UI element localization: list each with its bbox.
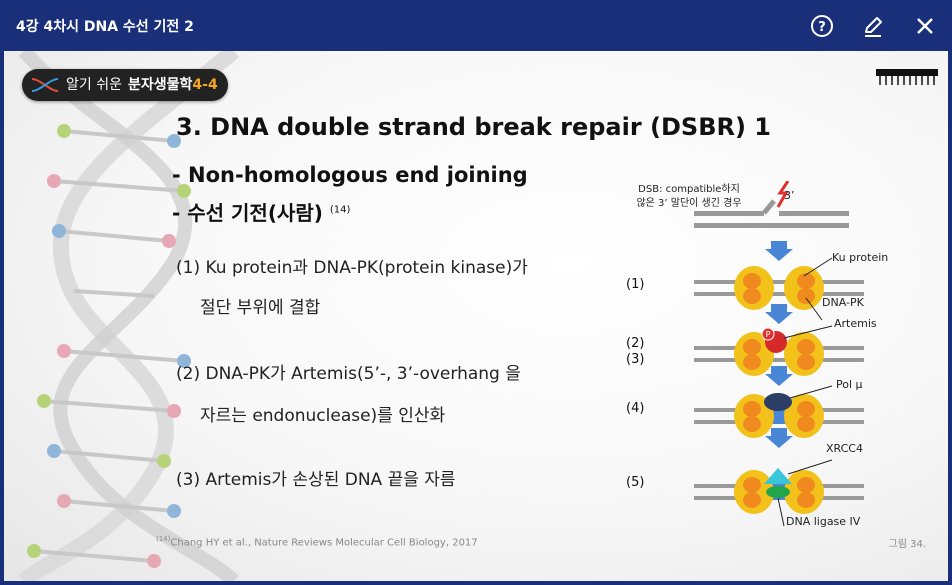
dnapk-label: DNA-PK — [822, 296, 864, 309]
dsb-caption-line-2: 않은 3’ 말단이 생긴 경우 — [636, 198, 742, 209]
citation-text: Chang HY et al., Nature Reviews Molecula… — [170, 537, 478, 549]
badge-text-3: 4-4 — [192, 77, 218, 93]
subheading-2-ref: (14) — [329, 204, 351, 216]
badge-text-1: 알기 쉬운 — [66, 77, 122, 93]
step-2-label: (2) — [626, 336, 645, 351]
nhej-diagram: P — [694, 241, 864, 527]
three-prime-label: 3’ — [784, 189, 795, 202]
item-2-line-1: (2) DNA-PK가 Artemis(5’-, 3’-overhang 을 — [176, 364, 521, 384]
step5-complex — [694, 459, 864, 527]
ku-protein-label: Ku protein — [832, 251, 889, 264]
dsb-caption: DSB: compatible하지 않은 3’ 말단이 생긴 경우 — [614, 183, 764, 211]
publisher-logo-icon — [876, 69, 938, 85]
help-circle-icon[interactable]: ? — [809, 13, 835, 39]
step2-complex: P — [694, 325, 864, 376]
step-1-label: (1) — [626, 277, 645, 292]
slide-heading: 3. DNA double strand break repair (DSBR)… — [176, 113, 771, 141]
window-title: 4강 4차시 DNA 수선 기전 2 — [16, 19, 194, 35]
figure-label: 그림 34. — [888, 539, 926, 550]
dna-logo-icon — [31, 78, 59, 92]
lecture-slide: 알기 쉬운 분자생물학4-4 3. DNA double strand break… — [4, 51, 948, 581]
slide-subheading-2: - 수선 기전(사람) (14) — [172, 197, 350, 226]
step-5-label: (5) — [626, 475, 645, 490]
dsb-caption-line-1: DSB: compatible하지 — [638, 184, 740, 195]
badge-text-2: 분자생물학 — [127, 77, 193, 93]
title-bar: 4강 4차시 DNA 수선 기전 2 ? — [0, 0, 952, 51]
dsb-strands: 3’ — [694, 181, 849, 228]
dna-helix-decoration — [18, 51, 240, 581]
item-3-line-1: (3) Artemis가 손상된 DNA 끝을 자름 — [176, 470, 456, 490]
step1-complex — [694, 257, 864, 321]
item-1-line-2: 절단 부위에 결합 — [200, 298, 321, 318]
dna-ligase-label: DNA ligase IV — [786, 515, 861, 528]
subheading-2-text: - 수선 기전(사람) — [172, 201, 323, 225]
citation: (14)Chang HY et al., Nature Reviews Mole… — [156, 535, 478, 548]
pencil-icon[interactable] — [860, 13, 886, 39]
citation-ref: (14) — [156, 535, 171, 543]
step-3-label: (3) — [626, 352, 645, 367]
svg-text:?: ? — [818, 20, 826, 35]
item-2-line-2: 자르는 endonuclease)를 인산화 — [200, 406, 446, 426]
pol-mu-label: Pol μ — [836, 378, 863, 391]
xrcc4-label: XRCC4 — [826, 442, 863, 455]
course-badge: 알기 쉬운 분자생물학4-4 — [22, 69, 228, 101]
artemis-label: Artemis — [834, 317, 877, 330]
svg-text:P: P — [766, 330, 771, 339]
close-icon[interactable] — [912, 13, 938, 39]
slide-subheading-1: - Non-homologous end joining — [172, 163, 528, 187]
step-4-label: (4) — [626, 401, 645, 416]
item-1-line-1: (1) Ku protein과 DNA-PK(protein kinase)가 — [176, 258, 528, 278]
step4-complex — [694, 385, 864, 438]
